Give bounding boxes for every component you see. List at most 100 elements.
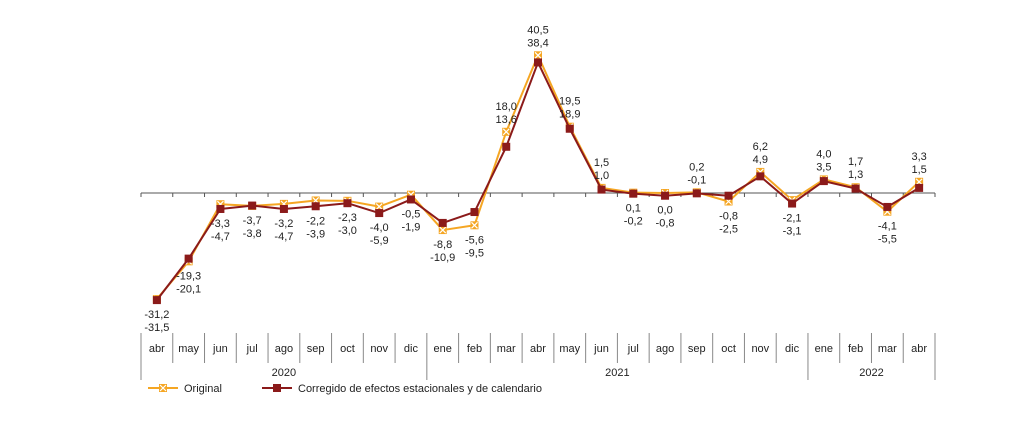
- legend-corrected-label: Corregido de efectos estacionales y de c…: [298, 383, 542, 395]
- corrected-point: [565, 124, 574, 133]
- x-tick-label: oct: [340, 343, 355, 355]
- corrected-point: [248, 201, 257, 210]
- corrected-value-label: -8,8: [433, 239, 452, 251]
- corrected-value-label: -4,7: [211, 231, 230, 243]
- x-tick-label: nov: [370, 343, 388, 355]
- original-value-label: 1,5: [594, 157, 609, 169]
- corrected-point: [597, 185, 606, 194]
- corrected-value-label: -0,1: [687, 174, 706, 186]
- corrected-value-label: 1,0: [594, 170, 609, 182]
- x-tick-label: dic: [785, 343, 800, 355]
- corrected-point: [279, 204, 288, 213]
- x-tick-label: abr: [530, 343, 546, 355]
- x-tick-label: ene: [815, 343, 833, 355]
- corrected-point: [915, 183, 924, 192]
- corrected-point: [629, 189, 638, 198]
- x-tick-label: may: [559, 343, 580, 355]
- original-value-label: -3,2: [274, 218, 293, 230]
- corrected-point: [851, 184, 860, 193]
- original-point-cross: [375, 203, 383, 211]
- corrected-value-label: -4,1: [878, 221, 897, 233]
- original-point-cross: [439, 226, 447, 234]
- x-tick-label: jul: [627, 343, 639, 355]
- x-tick-label: abr: [911, 343, 927, 355]
- corrected-value-label: -5,9: [370, 235, 389, 247]
- series-layer: [152, 51, 924, 305]
- axis-layer: abr may jun jul ago sep oct nov dic ene feb mar abr m…: [140, 192, 936, 380]
- original-value-label: -0,5: [401, 208, 420, 220]
- corrected-point: [375, 209, 384, 218]
- x-tick-label: jun: [593, 343, 609, 355]
- x-tick-label: feb: [848, 343, 863, 355]
- corrected-value-label: -4,7: [274, 231, 293, 243]
- original-value-label: -5,5: [878, 234, 897, 246]
- corrected-point: [534, 58, 542, 67]
- x-tick-label: feb: [467, 343, 482, 355]
- original-value-label: -9,5: [465, 247, 484, 259]
- year-label: 2022: [859, 367, 883, 379]
- original-value-label: -10,9: [430, 252, 455, 264]
- x-tick-label: ago: [656, 343, 674, 355]
- corrected-value-label: -31,5: [144, 322, 169, 334]
- x-tick-label: nov: [751, 343, 769, 355]
- x-tick-label: abr: [149, 343, 165, 355]
- corrected-value-label: -5,6: [465, 234, 484, 246]
- original-value-label: 0,1: [626, 203, 641, 215]
- x-tick-label: mar: [497, 343, 516, 355]
- original-value-label: 0,0: [657, 205, 672, 217]
- label-layer: -31,2-31,5-19,3-20,1-3,3-4,7-3,7-3,8-3,2…: [144, 24, 926, 334]
- original-value-label: -31,2: [144, 309, 169, 321]
- original-value-label: 18,0: [496, 101, 517, 113]
- corrected-point: [692, 189, 701, 198]
- original-value-label: 4,0: [816, 148, 831, 160]
- original-value-label: -2,1: [783, 213, 802, 225]
- corrected-point: [724, 191, 733, 200]
- corrected-point: [311, 202, 320, 211]
- corrected-point: [438, 218, 447, 227]
- original-value-label: -4,0: [370, 222, 389, 234]
- corrected-line: [156, 61, 920, 301]
- corrected-point: [502, 142, 511, 151]
- original-value-label: 1,7: [848, 156, 863, 168]
- corrected-value-label: -19,3: [176, 270, 201, 282]
- corrected-value-label: -3,1: [783, 226, 802, 238]
- original-value-label: 6,2: [753, 141, 768, 153]
- corrected-value-label: -0,8: [719, 211, 738, 223]
- original-line: [156, 54, 920, 300]
- corrected-value-label: 18,9: [559, 109, 580, 121]
- corrected-value-label: 1,5: [911, 164, 926, 176]
- original-value-label: -2,3: [338, 212, 357, 224]
- original-value-label: -3,3: [211, 218, 230, 230]
- legend-original-marker-cross: [159, 384, 167, 392]
- year-label: 2020: [272, 367, 296, 379]
- x-tick-label: ene: [434, 343, 452, 355]
- x-tick-label: jun: [212, 343, 228, 355]
- legend: Original Corregido de efectos estacionale…: [148, 383, 542, 395]
- legend-corrected-marker: [273, 384, 281, 392]
- corrected-value-label: -0,2: [624, 216, 643, 228]
- corrected-value-label: -3,9: [306, 228, 325, 240]
- corrected-point: [184, 254, 193, 263]
- corrected-point: [788, 199, 797, 208]
- corrected-point: [470, 208, 479, 217]
- corrected-value-label: -3,7: [243, 215, 262, 227]
- corrected-value-label: 4,9: [753, 154, 768, 166]
- x-tick-label: mar: [878, 343, 897, 355]
- corrected-value-label: -0,8: [656, 218, 675, 230]
- year-label: 2021: [605, 367, 629, 379]
- x-tick-label: sep: [688, 343, 706, 355]
- x-tick-label: ago: [275, 343, 293, 355]
- corrected-point: [661, 191, 670, 200]
- corrected-point: [406, 195, 415, 204]
- original-value-label: -20,1: [176, 283, 201, 295]
- corrected-value-label: -3,0: [338, 225, 357, 237]
- x-tick-label: jul: [246, 343, 258, 355]
- corrected-value-label: -1,9: [401, 221, 420, 233]
- original-value-label: -2,2: [306, 215, 325, 227]
- original-value-label: -2,5: [719, 224, 738, 236]
- original-value-label: 40,5: [527, 24, 548, 36]
- original-point-cross: [502, 128, 510, 136]
- x-tick-label: may: [178, 343, 199, 355]
